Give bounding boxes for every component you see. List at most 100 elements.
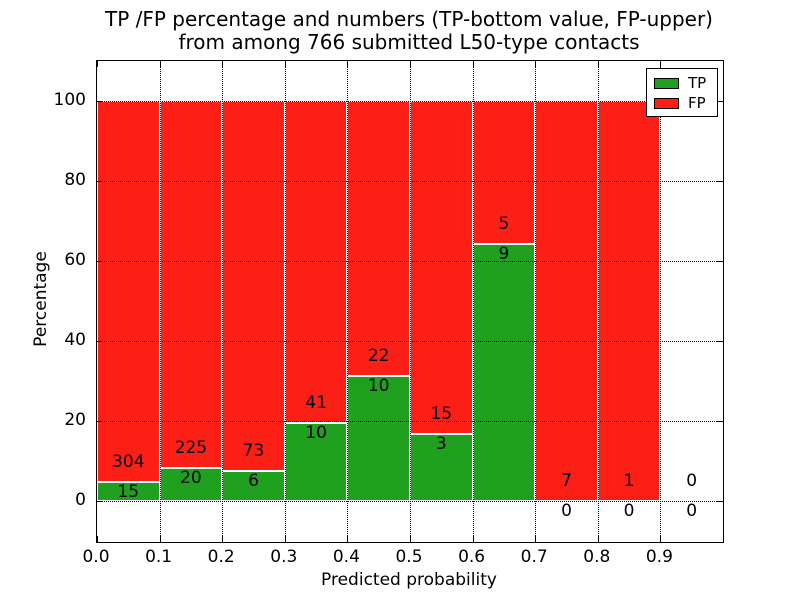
x-tick-top	[159, 61, 161, 67]
gridline-x-0.8	[597, 61, 599, 542]
legend-label-tp: TP	[688, 74, 707, 92]
x-tick-label-0.9: 0.9	[645, 547, 673, 567]
gridline-x-0.2	[222, 61, 224, 542]
y-tick-right	[717, 101, 723, 102]
gridline-y-100	[97, 101, 723, 102]
fp-count-label: 41	[305, 392, 327, 413]
gridline-x-0.9	[660, 61, 662, 542]
tp-count-label: 0	[623, 501, 635, 521]
legend-label-fp: FP	[688, 94, 706, 112]
x-tick-top	[347, 61, 349, 67]
chart-title: TP /FP percentage and numbers (TP-bottom…	[96, 8, 722, 54]
gridline-x-0.3	[284, 61, 286, 542]
y-tick-left	[97, 101, 103, 102]
bar-fp-6	[472, 101, 536, 244]
y-tick-label-80: 80	[64, 170, 86, 190]
legend-patch-fp	[654, 97, 679, 109]
tp-count-label: 3	[435, 434, 447, 455]
bar-tp-0	[97, 482, 160, 501]
tp-count-label: 0	[561, 501, 572, 521]
y-tick-label-20: 20	[64, 410, 86, 430]
chart-title-line1: TP /FP percentage and numbers (TP-bottom…	[105, 7, 713, 31]
y-tick-right	[717, 181, 723, 182]
fp-count-label: 225	[174, 438, 208, 459]
x-tick-bottom	[597, 536, 599, 542]
x-tick-label-0.3: 0.3	[270, 547, 298, 567]
x-tick-label-0.7: 0.7	[520, 547, 548, 567]
gridline-x-0.1	[159, 61, 161, 542]
bar-fp-0	[97, 101, 160, 483]
y-tick-right	[717, 341, 723, 342]
y-tick-left	[97, 341, 103, 342]
fp-count-label: 22	[367, 346, 390, 366]
y-tick-label-100: 100	[53, 90, 86, 110]
x-tick-top	[535, 61, 537, 67]
gridline-x-0.5	[410, 61, 411, 542]
y-tick-right	[717, 501, 723, 502]
fp-count-label: 0	[686, 471, 698, 491]
x-tick-bottom	[347, 536, 349, 542]
tp-count-label: 0	[686, 501, 698, 521]
gridline-y-0	[97, 501, 723, 502]
x-tick-top	[97, 61, 98, 67]
legend-entry-tp: TP	[647, 73, 717, 93]
x-tick-bottom	[660, 536, 662, 542]
bar-fp-5	[410, 101, 473, 435]
gridline-x-0.4	[347, 61, 349, 542]
y-tick-left	[97, 261, 103, 262]
tp-count-label: 15	[117, 482, 140, 503]
tp-count-label: 10	[305, 422, 327, 443]
tp-count-label: 10	[367, 376, 390, 396]
legend-entry-fp: FP	[647, 93, 717, 113]
y-tick-label-40: 40	[64, 330, 86, 350]
gridline-y-20	[97, 421, 723, 422]
bar-fp-8	[597, 101, 661, 501]
x-tick-top	[660, 61, 662, 67]
x-axis-label: Predicted probability	[321, 570, 497, 590]
tp-count-label: 6	[248, 470, 259, 491]
x-tick-bottom	[222, 536, 224, 542]
gridline-y-80	[97, 181, 723, 182]
x-tick-bottom	[284, 536, 286, 542]
fp-count-label: 1	[623, 471, 635, 491]
x-tick-top	[472, 61, 474, 67]
x-tick-label-0.8: 0.8	[583, 547, 611, 567]
fp-count-label: 304	[112, 452, 145, 473]
chart-title-line2: from among 766 submitted L50-type contac…	[178, 30, 640, 54]
bar-tp-1	[159, 468, 223, 501]
fp-count-label: 73	[242, 440, 265, 461]
bar-fp-7	[535, 101, 598, 501]
y-tick-right	[717, 261, 723, 262]
y-tick-label-60: 60	[64, 250, 86, 270]
gridline-y-60	[97, 261, 723, 262]
gridline-x-0.6	[472, 61, 474, 542]
y-tick-right	[717, 421, 723, 422]
x-tick-bottom	[97, 536, 98, 542]
x-tick-label-0.0: 0.0	[82, 547, 110, 567]
x-tick-label-0.1: 0.1	[145, 547, 173, 567]
x-tick-label-0.4: 0.4	[332, 547, 360, 567]
fp-count-label: 7	[561, 471, 572, 491]
plot-area: TP FP 304 15 225 20 73 6 41 10 22 10 15 3 5 9 7 0 1 0 0 0	[96, 60, 724, 543]
x-tick-bottom	[410, 536, 411, 542]
x-tick-label-0.2: 0.2	[207, 547, 235, 567]
x-tick-bottom	[472, 536, 474, 542]
y-axis-label: Percentage	[31, 251, 51, 347]
fp-count-label: 5	[498, 213, 510, 234]
tp-count-label: 9	[498, 243, 510, 264]
x-tick-bottom	[159, 536, 161, 542]
x-tick-label-0.6: 0.6	[458, 547, 486, 567]
legend-box: TP FP	[646, 68, 718, 117]
y-tick-left	[97, 501, 103, 502]
y-tick-left	[97, 421, 103, 422]
x-tick-top	[222, 61, 224, 67]
gridline-x-0.7	[535, 61, 537, 542]
bar-tp-6	[472, 243, 536, 501]
x-tick-top	[410, 61, 411, 67]
x-tick-label-0.5: 0.5	[395, 547, 423, 567]
y-tick-label-0: 0	[75, 490, 86, 510]
bar-tp-2	[222, 470, 285, 501]
fp-count-label: 15	[430, 404, 453, 425]
legend-patch-tp	[654, 77, 679, 89]
